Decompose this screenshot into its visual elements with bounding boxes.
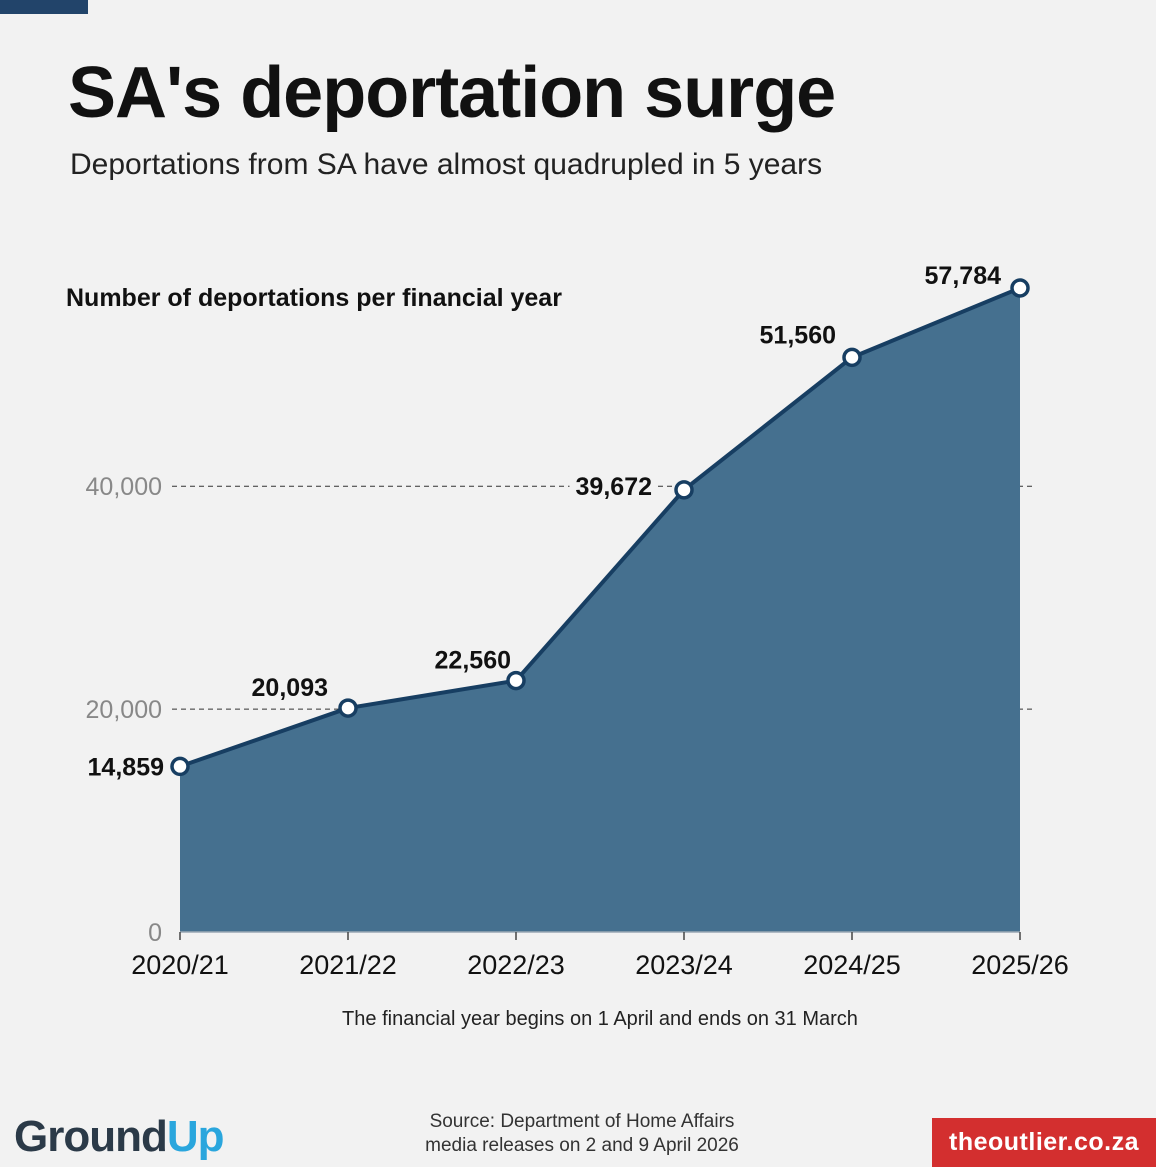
source-line-2: media releases on 2 and 9 April 2026 [425, 1135, 739, 1156]
x-tick-label: 2024/25 [803, 950, 901, 980]
financial-year-footnote: The financial year begins on 1 April and… [342, 1008, 858, 1030]
chart-title: Number of deportations per financial yea… [66, 284, 562, 312]
x-tick-label: 2020/21 [131, 950, 229, 980]
page-subtitle: Deportations from SA have almost quadrup… [70, 148, 823, 181]
x-tick-label: 2022/23 [467, 950, 565, 980]
y-tick-label: 20,000 [86, 696, 162, 724]
data-point [170, 756, 190, 777]
top-accent-bar [0, 0, 88, 14]
data-label: 39,672 [576, 473, 652, 501]
data-point [1010, 278, 1030, 298]
area-fill [180, 287, 1020, 932]
x-tick-label: 2021/22 [299, 950, 397, 980]
x-tick-label: 2025/26 [971, 950, 1069, 980]
page-title: SA's deportation surge [68, 53, 836, 133]
y-tick-label: 0 [148, 919, 162, 947]
source-line-1: Source: Department of Home Affairs [429, 1111, 735, 1132]
y-tick-label: 40,000 [86, 473, 162, 501]
deportations-area-chart: Number of deportations per financial yea… [66, 262, 1069, 980]
data-label-background [569, 470, 658, 503]
series-line [179, 286, 1021, 769]
data-label: 51,560 [760, 321, 836, 349]
x-tick-label: 2023/24 [635, 950, 733, 980]
data-point [842, 347, 862, 368]
data-label: 14,859 [88, 753, 164, 781]
data-point [338, 698, 358, 718]
data-label: 57,784 [925, 262, 1002, 290]
data-point [506, 670, 526, 691]
data-label: 22,560 [435, 647, 511, 675]
outlier-badge: theoutlier.co.za [932, 1118, 1156, 1167]
source-note: Source: Department of Home Affairs media… [382, 1110, 782, 1158]
groundup-logo: GroundUp [14, 1112, 225, 1161]
data-label: 20,093 [252, 674, 328, 702]
aperture-o: o [63, 1112, 90, 1161]
data-point [674, 480, 694, 500]
